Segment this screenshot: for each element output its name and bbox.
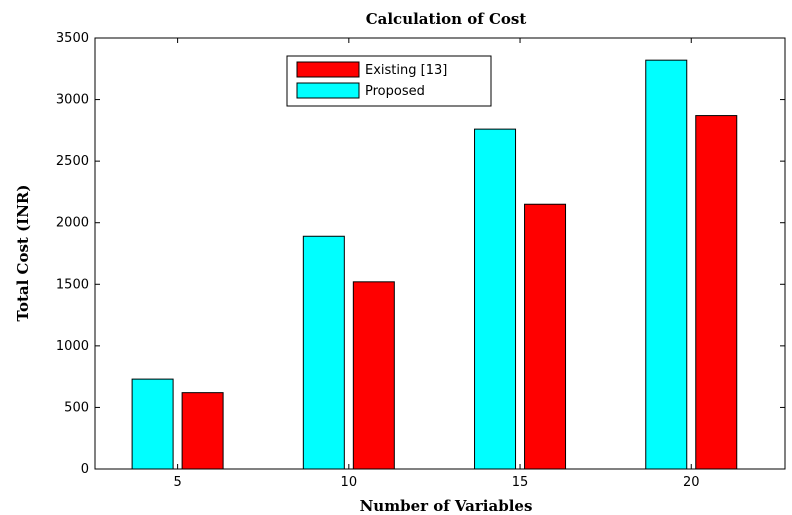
bar-existing-20 xyxy=(695,115,738,470)
x-axis-ticks: 5 10 15 20 xyxy=(173,38,700,490)
bar-existing-10 xyxy=(352,281,395,470)
legend-label-proposed: Proposed xyxy=(365,84,425,99)
x-tick-label: 15 xyxy=(512,475,529,490)
legend: Existing [13] Proposed xyxy=(286,55,492,107)
y-tick-label: 3000 xyxy=(56,93,89,108)
bar-proposed-20 xyxy=(645,59,688,470)
x-tick-label: 20 xyxy=(683,475,700,490)
bar-existing-5 xyxy=(181,392,224,470)
x-axis-label: Number of Variables xyxy=(360,497,533,515)
x-tick-label: 10 xyxy=(341,475,358,490)
plot-frame xyxy=(94,37,786,470)
legend-swatch-existing xyxy=(296,61,360,78)
y-tick-label: 500 xyxy=(64,400,89,415)
y-tick-label: 1000 xyxy=(56,339,89,354)
legend-label-existing: Existing [13] xyxy=(365,63,447,78)
y-axis-ticks: 0 500 1000 1500 2000 2500 3000 3500 xyxy=(56,31,785,477)
bars-group xyxy=(131,59,738,470)
bar-proposed-5 xyxy=(131,378,174,470)
y-tick-label: 1500 xyxy=(56,277,89,292)
y-tick-label: 3500 xyxy=(56,31,89,46)
y-tick-label: 2500 xyxy=(56,154,89,169)
y-tick-label: 2000 xyxy=(56,216,89,231)
bar-existing-15 xyxy=(524,203,567,470)
chart-title: Calculation of Cost xyxy=(366,10,527,28)
y-axis-label: Total Cost (INR) xyxy=(14,185,32,322)
bar-proposed-10 xyxy=(302,235,345,470)
x-tick-label: 5 xyxy=(173,475,181,490)
y-tick-label: 0 xyxy=(81,462,89,477)
bar-proposed-15 xyxy=(474,128,517,470)
legend-swatch-proposed xyxy=(296,82,360,99)
